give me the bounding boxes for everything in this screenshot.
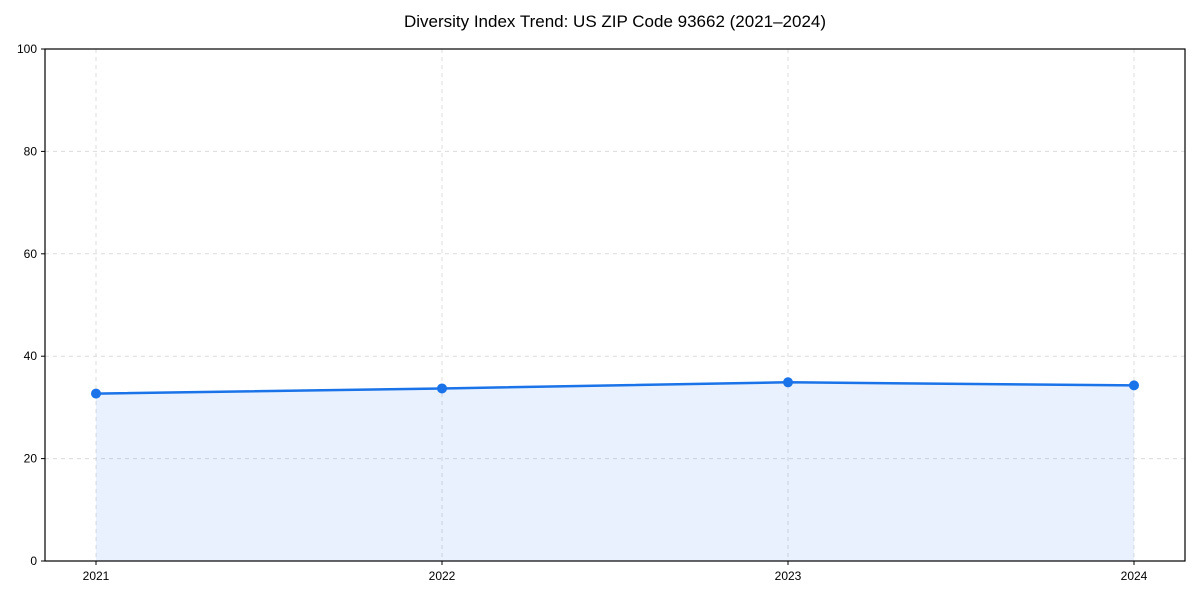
y-tick-label: 20: [24, 452, 38, 466]
y-tick-label: 60: [24, 247, 38, 261]
y-tick-label: 40: [24, 349, 38, 363]
x-tick-label: 2023: [775, 569, 802, 583]
data-point: [437, 383, 447, 394]
data-point: [91, 388, 101, 399]
axes-frame: [44, 48, 1186, 562]
x-tick-label: 2024: [1121, 569, 1148, 583]
area-fill: [96, 382, 1134, 561]
x-tick-label: 2021: [83, 569, 110, 583]
chart-title: Diversity Index Trend: US ZIP Code 93662…: [403, 12, 827, 31]
x-tick-label: 2022: [429, 569, 456, 583]
y-tick-label: 80: [24, 144, 38, 158]
y-tick-label: 100: [17, 42, 37, 56]
y-tick-label: 0: [30, 554, 37, 568]
trend-line: [94, 381, 1136, 395]
data-point: [1129, 380, 1139, 391]
plot-background: [45, 49, 1185, 561]
data-point: [783, 377, 793, 388]
